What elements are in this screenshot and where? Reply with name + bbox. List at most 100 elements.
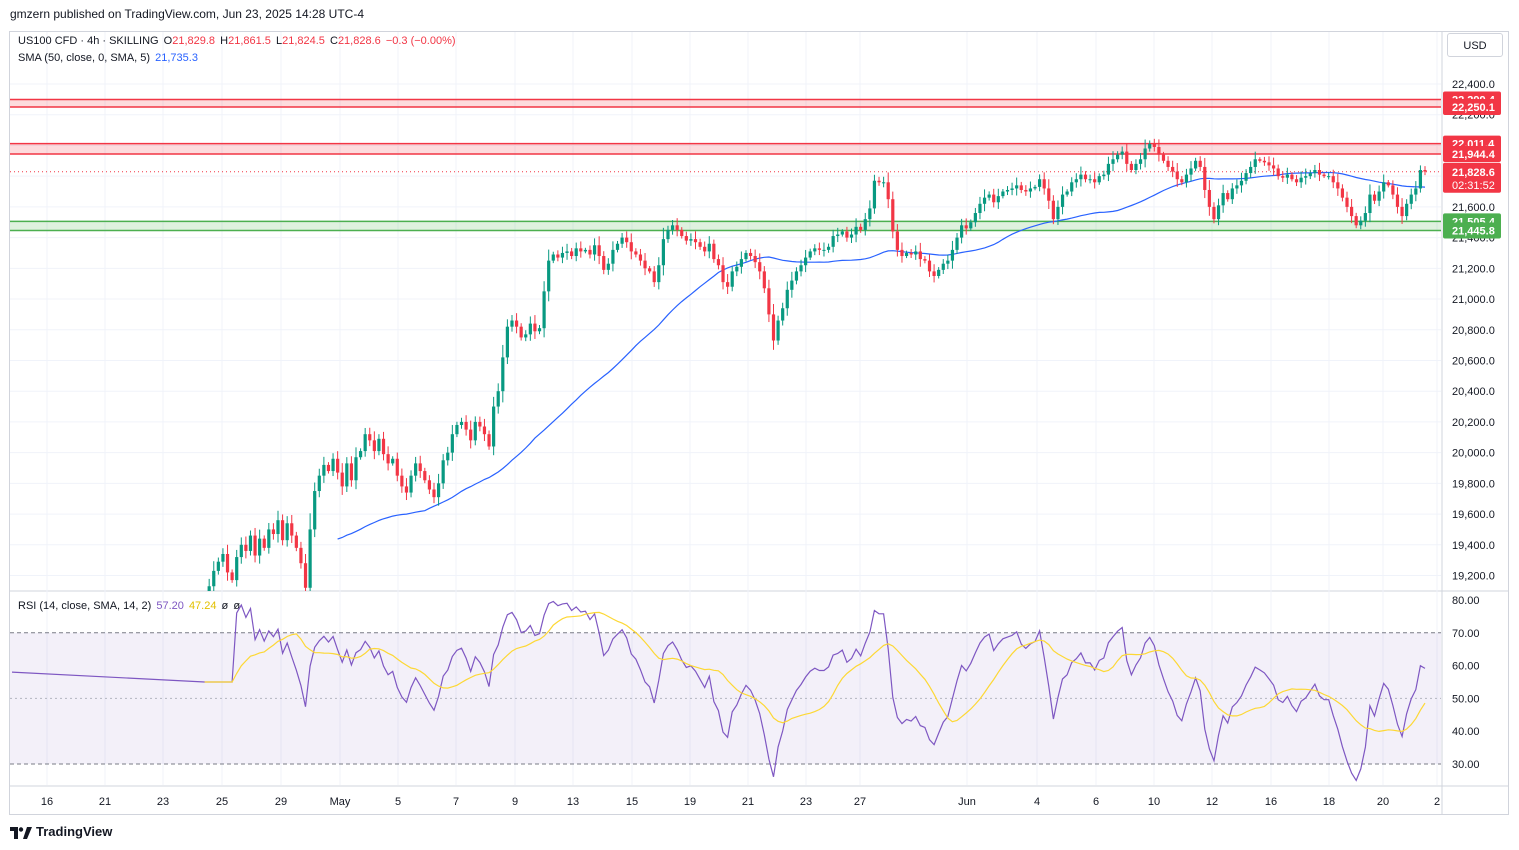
- candle-body: [1230, 188, 1234, 200]
- candle-body: [271, 529, 276, 535]
- candle-body: [767, 288, 771, 315]
- time-tick-label: 20: [1377, 796, 1389, 808]
- candle-body: [744, 252, 748, 260]
- candle-body: [1271, 165, 1276, 169]
- currency-button[interactable]: USD: [1447, 33, 1503, 57]
- candle-body: [1409, 194, 1413, 204]
- footer-brand-label: TradingView: [36, 824, 113, 839]
- price-tick-label: 20,200.0: [1452, 417, 1495, 429]
- candle-body: [1038, 179, 1042, 187]
- candle-body: [932, 271, 936, 276]
- rsi-ma-line: [204, 611, 1426, 733]
- candle-body: [941, 263, 945, 270]
- candle-body: [386, 454, 390, 464]
- candle-body: [955, 237, 959, 250]
- candle-body: [368, 434, 372, 441]
- candle-body: [826, 246, 831, 250]
- candle-body: [1171, 166, 1175, 172]
- candle-body: [762, 271, 766, 289]
- candle-body: [418, 463, 422, 472]
- candle-body: [790, 280, 794, 290]
- candle-body: [1093, 179, 1097, 183]
- candle-body: [248, 535, 253, 551]
- candle-body: [1010, 188, 1014, 190]
- publisher-header: gmzern published on TradingView.com, Jun…: [10, 7, 364, 21]
- candle-body: [808, 251, 812, 258]
- candle-body: [987, 194, 991, 198]
- candle-body: [358, 451, 363, 458]
- candle-body: [1216, 205, 1221, 220]
- candle-body: [606, 263, 610, 270]
- candle-body: [900, 249, 904, 257]
- rsi-value: 57.20: [156, 600, 184, 612]
- candle-body: [331, 458, 335, 472]
- candle-body: [1070, 182, 1074, 192]
- sma-label: SMA (50, close, 0, SMA, 5): [18, 52, 151, 64]
- candle-body: [1019, 185, 1023, 190]
- candle-body: [914, 251, 918, 255]
- time-tick-label: 18: [1323, 796, 1335, 808]
- candle-body: [1212, 206, 1216, 220]
- candle-body: [804, 257, 808, 266]
- candle-body: [207, 586, 211, 591]
- candle-body: [492, 406, 496, 447]
- candle-body: [1281, 176, 1285, 178]
- candle-body: [290, 523, 294, 536]
- candle-body: [1015, 185, 1019, 189]
- rsi-extra-1: ø: [221, 600, 229, 612]
- price-tick-label: 20,800.0: [1452, 325, 1495, 337]
- candle-body: [1285, 174, 1289, 178]
- candle-body: [840, 231, 844, 235]
- rsi-legend[interactable]: RSI (14, close, SMA, 14, 2) 57.20 47.24 …: [18, 600, 242, 612]
- candle-body: [1405, 203, 1409, 217]
- candle-body: [1258, 159, 1262, 161]
- candle-body: [216, 561, 220, 571]
- candle-body: [785, 289, 789, 309]
- sma-legend[interactable]: SMA (50, close, 0, SMA, 5) 21,735.3: [18, 52, 200, 64]
- candle-body: [400, 475, 404, 487]
- candle-body: [950, 249, 955, 261]
- candle-body: [1028, 188, 1033, 192]
- candle-body: [212, 570, 216, 587]
- rsi-tick-label: 60.00: [1452, 661, 1480, 673]
- time-tick-label: 5: [395, 796, 401, 808]
- footer-brand[interactable]: TradingView: [10, 824, 112, 839]
- candle-body: [308, 529, 312, 588]
- candle-body: [1088, 179, 1092, 181]
- price-label-support: 21,445.8: [1452, 226, 1495, 238]
- candle-body: [1198, 160, 1202, 167]
- candle-body: [391, 458, 395, 464]
- candle-body: [918, 251, 922, 260]
- candle-body: [978, 203, 982, 214]
- time-tick-label: 23: [157, 796, 169, 808]
- candles: [207, 138, 1427, 591]
- candle-body: [680, 229, 684, 237]
- candle-body: [992, 194, 996, 203]
- candle-body: [1423, 170, 1427, 172]
- time-tick-label: 29: [275, 796, 287, 808]
- candle-body: [877, 180, 881, 183]
- candle-body: [1184, 174, 1189, 183]
- countdown-label: 02:31:52: [1452, 180, 1495, 192]
- candle-body: [1363, 213, 1367, 221]
- candle-body: [377, 438, 381, 452]
- candle-body: [1083, 174, 1088, 180]
- candle-body: [904, 252, 909, 257]
- time-tick-label: 10: [1148, 796, 1160, 808]
- sma-50-line: [337, 171, 1426, 540]
- candle-body: [414, 463, 418, 476]
- candle-body: [1148, 143, 1152, 149]
- main-legend: US100 CFD · 4h · SKILLING O21,829.8 H21,…: [18, 35, 458, 47]
- time-tick-label: 19: [684, 796, 696, 808]
- candle-body: [1106, 163, 1111, 175]
- candle-body: [313, 491, 317, 530]
- candle-body: [712, 243, 716, 260]
- candle-body: [1336, 182, 1340, 189]
- price-label-resistance: 21,944.4: [1452, 149, 1496, 161]
- candle-body: [1161, 154, 1166, 161]
- symbol-label[interactable]: US100 CFD · 4h · SKILLING: [18, 35, 159, 47]
- candle-body: [1060, 194, 1065, 207]
- time-tick-label: 23: [800, 796, 812, 808]
- candle-body: [446, 452, 450, 461]
